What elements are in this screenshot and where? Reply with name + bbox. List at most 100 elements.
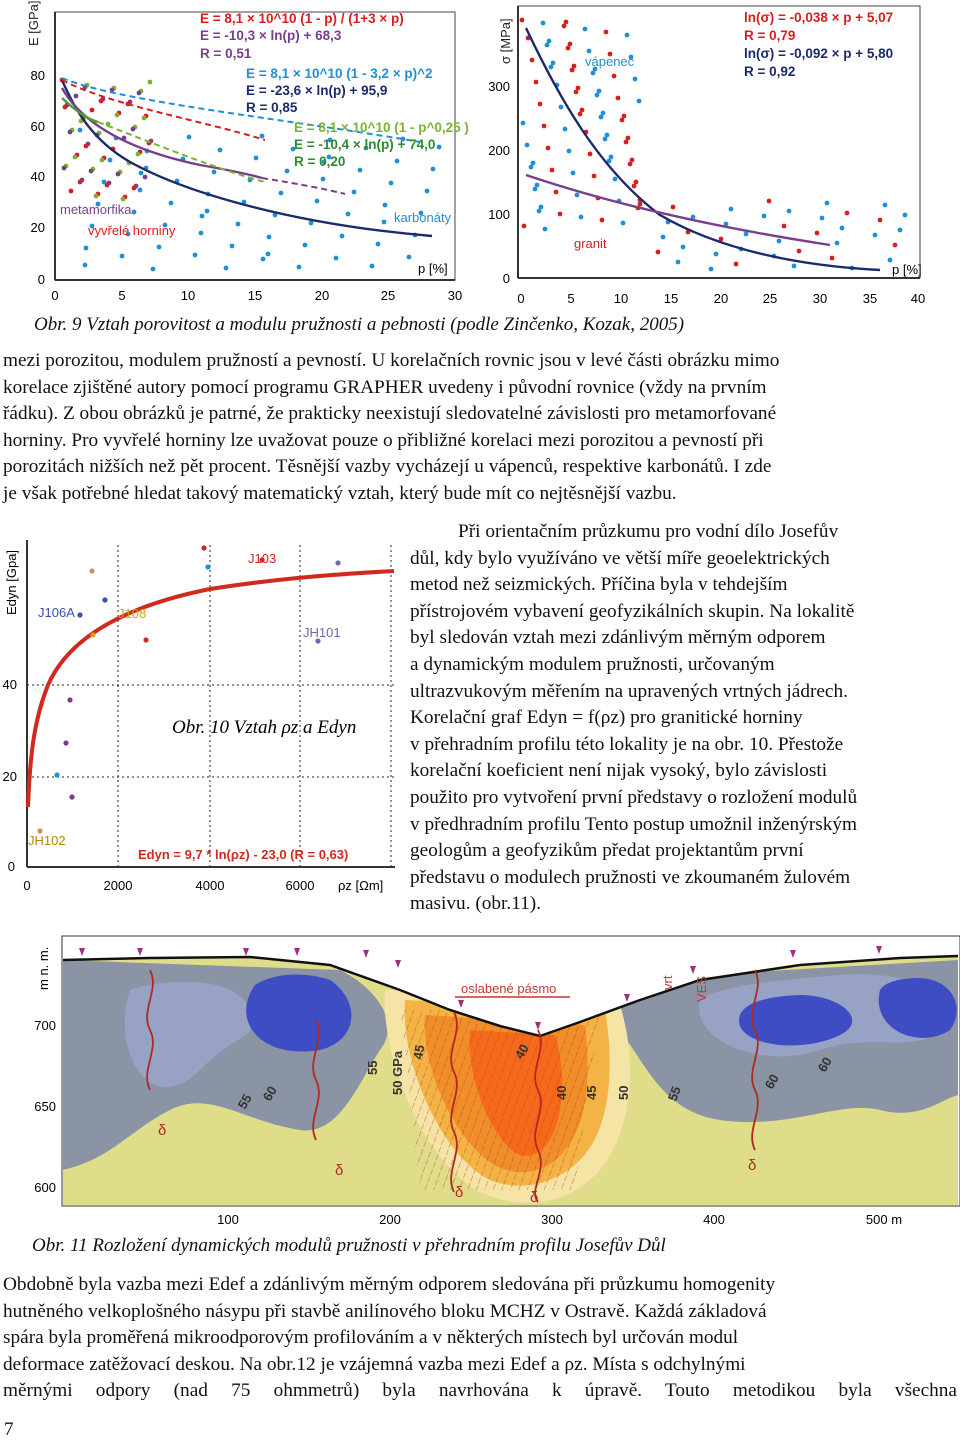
svg-text:700: 700 [34,1018,56,1033]
svg-text:50: 50 [616,1086,631,1100]
fig9-label-metamorfika: metamorfika [60,202,132,217]
scatter-point [73,93,79,99]
scatter-point [102,597,108,603]
fig9-eq-blue-1: ln(σ) = -0,092 × p + 5,80 [744,46,893,61]
scatter-point [115,171,121,177]
scatter-point [147,79,153,85]
scatter-point [796,248,802,254]
scatter-point [315,638,321,644]
scatter-point [557,211,563,217]
scatter-point [68,188,74,194]
fig9-eq2-line3: R = 0,85 [246,100,298,115]
fig10-label-j103: J103 [248,551,276,566]
scatter-point [89,568,95,574]
scatter-point [538,204,544,210]
fig10-label-jh102: JH102 [28,833,66,848]
svg-text:5: 5 [567,291,574,306]
scatter-point [781,223,787,229]
scatter-point [897,227,903,233]
scatter-point [590,70,596,76]
scatter-point [612,176,618,182]
scatter-point [131,185,137,191]
svg-text:200: 200 [488,143,510,158]
svg-text:35: 35 [863,291,877,306]
scatter-point [708,266,714,272]
scatter-point [553,189,559,195]
svg-text:40: 40 [554,1086,569,1100]
svg-text:55: 55 [665,1084,684,1103]
scatter-point [733,261,739,267]
scatter-point [598,114,604,120]
fig11-label-vrt: vrt [660,975,675,990]
svg-text:650: 650 [34,1099,56,1114]
scatter-point [72,154,78,160]
scatter-point [101,179,107,185]
scatter-point [130,126,136,132]
fig9-right-ylabel: σ [MPa] [498,18,513,64]
scatter-point [302,242,308,248]
scatter-point [565,45,571,51]
fig10-equation: Edyn = 9,7 * ln(ρz) - 23,0 (R = 0,63) [138,847,348,862]
scatter-point [877,217,883,223]
scatter-point [296,264,302,270]
scatter-point [624,32,630,38]
scatter-point [791,263,797,269]
scatter-point [278,190,284,196]
scatter-point [582,26,588,32]
scatter-point [625,135,631,141]
fig11-caption: Obr. 11 Rozložení dynamických modulů pru… [32,1235,666,1256]
scatter-point [563,19,569,25]
svg-text:0: 0 [51,288,58,303]
fig9-label-karbonaty: karbonáty [394,210,452,225]
fig9-left-chart: E [GPa] 0 20 40 60 80 0 5 10 15 20 25 30… [26,0,469,303]
scatter-point [606,158,612,164]
scatter-point [99,157,105,163]
svg-text:100: 100 [488,207,510,222]
fig9-eq-red-1: ln(σ) = -0,038 × p + 5,07 [744,10,893,25]
scatter-point [198,230,204,236]
scatter-point [314,198,320,204]
scatter-point [743,231,749,237]
svg-text:40: 40 [3,677,17,692]
scatter-point [136,90,142,96]
scatter-point [713,251,719,257]
scatter-point [131,209,137,215]
scatter-point [120,196,126,202]
scatter-point [575,85,581,91]
scatter-point [892,242,898,248]
scatter-point [536,208,542,214]
scatter-point [660,234,666,240]
scatter-point [54,772,60,778]
svg-text:0: 0 [503,271,510,286]
scatter-point [620,220,626,226]
scatter-point [327,137,333,143]
fig9-eq1-line1: E = 8,1 × 10^10 (1 - p) / (1+3 × p) [200,11,404,26]
scatter-point [602,136,608,142]
scatter-point [321,159,327,165]
fig9-right-xlabel: p [%] [892,262,922,277]
scatter-point [562,126,568,132]
scatter-point [62,104,68,110]
scatter-point [259,133,265,139]
scatter-point [631,183,637,189]
scatter-point [37,828,43,834]
scatter-point [308,220,314,226]
fig10-xlabel: ρz [Ωm] [338,878,383,893]
scatter-point [162,222,168,228]
scatter-point [363,145,369,151]
scatter-point [320,176,326,182]
figure-10: Edyn [Gpa] 0 20 40 0 2000 4000 6000 ρz [… [3,540,395,893]
scatter-point [542,226,548,232]
svg-text:40: 40 [911,291,925,306]
scatter-point [534,182,540,188]
scatter-point [83,245,89,251]
scatter-point [545,145,551,151]
scatter-point [587,151,593,157]
scatter-point [592,66,598,72]
scatter-point [599,217,605,223]
svg-text:25: 25 [763,291,777,306]
scatter-point [544,42,550,48]
svg-text:60: 60 [31,119,45,134]
scatter-point [786,208,792,214]
svg-text:45: 45 [584,1086,599,1100]
